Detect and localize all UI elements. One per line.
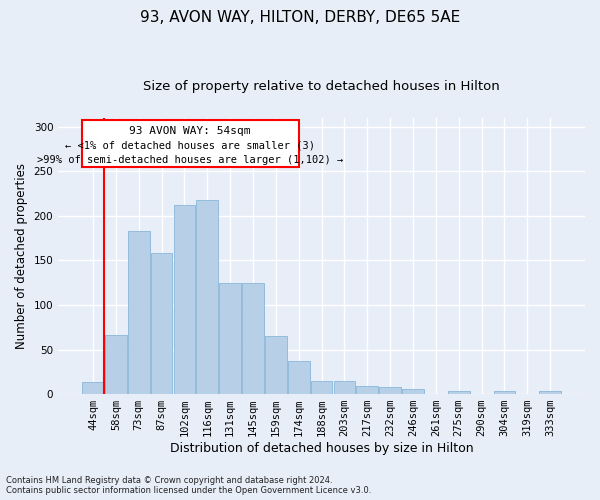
Bar [173,205,195,394]
Bar [494,392,515,394]
Bar [288,361,310,394]
Text: Contains HM Land Registry data © Crown copyright and database right 2024.
Contai: Contains HM Land Registry data © Crown c… [6,476,371,495]
Text: ← <1% of detached houses are smaller (3): ← <1% of detached houses are smaller (3) [65,140,315,150]
Bar [356,386,378,394]
Bar [265,336,287,394]
Bar [311,380,332,394]
Bar [402,388,424,394]
Bar [334,380,355,394]
Bar [219,282,241,394]
Bar [242,282,264,394]
Text: 93, AVON WAY, HILTON, DERBY, DE65 5AE: 93, AVON WAY, HILTON, DERBY, DE65 5AE [140,10,460,25]
Bar [196,200,218,394]
Bar [151,254,172,394]
Bar [105,336,127,394]
Bar [448,390,470,394]
Text: 93 AVON WAY: 54sqm: 93 AVON WAY: 54sqm [130,126,251,136]
Text: >99% of semi-detached houses are larger (1,102) →: >99% of semi-detached houses are larger … [37,154,343,164]
Bar [539,392,561,394]
Y-axis label: Number of detached properties: Number of detached properties [15,163,28,349]
Bar [128,231,149,394]
Bar [379,387,401,394]
X-axis label: Distribution of detached houses by size in Hilton: Distribution of detached houses by size … [170,442,473,455]
FancyBboxPatch shape [82,120,299,167]
Title: Size of property relative to detached houses in Hilton: Size of property relative to detached ho… [143,80,500,93]
Bar [82,382,104,394]
